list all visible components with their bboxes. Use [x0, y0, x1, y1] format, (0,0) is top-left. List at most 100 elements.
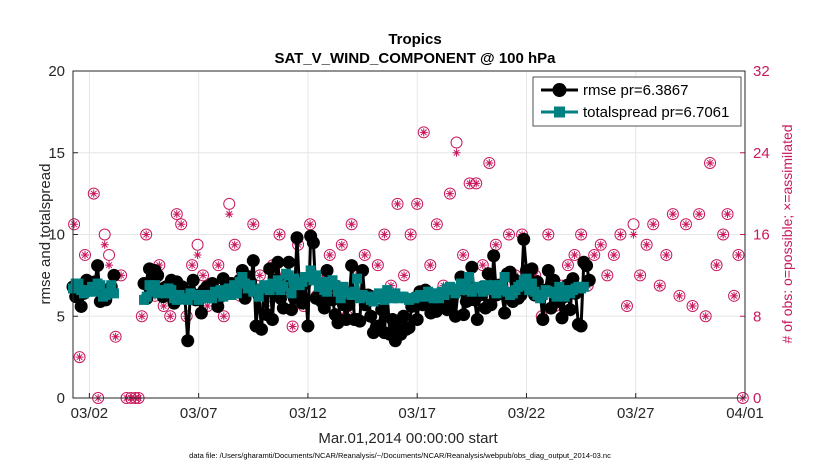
obs-possible-marker	[640, 238, 653, 251]
totalspread-point	[73, 278, 84, 289]
totalspread-point	[149, 280, 160, 291]
totalspread-point	[283, 270, 294, 281]
x-axis-label: Mar.01,2014 00:00:00 start	[318, 430, 498, 447]
obs-possible-marker	[186, 259, 199, 272]
y2-tick-label: 8	[753, 308, 761, 325]
obs-assimilated-marker	[723, 210, 732, 219]
obs-possible-marker	[647, 218, 660, 231]
obs-possible-marker	[191, 238, 204, 251]
obs-possible-marker	[170, 208, 183, 221]
totalspread-point	[488, 280, 499, 291]
y-axis-ticks: 0 5 10 15 20	[48, 63, 78, 407]
y2-axis-label: # of obs: o=possible; ×=assimilated	[779, 124, 795, 343]
obs-possible-marker	[699, 310, 712, 323]
obs-assimilated-marker	[445, 189, 454, 198]
legend-totalspread-marker	[554, 106, 565, 118]
obs-assimilated-marker	[712, 261, 721, 270]
obs-possible-marker	[679, 218, 692, 231]
rmse-point	[484, 298, 498, 312]
totalspread-point	[316, 276, 327, 287]
totalspread-point	[559, 291, 570, 302]
legend-rmse-marker	[552, 83, 567, 97]
obs-possible-marker	[614, 228, 627, 241]
obs-assimilated-marker	[275, 230, 284, 239]
obs-assimilated-marker	[668, 210, 677, 219]
rmse-point	[555, 311, 569, 325]
totalspread-point	[551, 291, 562, 302]
obs-possible-marker	[704, 156, 717, 169]
obs-possible-marker	[212, 259, 225, 272]
totalspread-point	[352, 273, 363, 284]
obs-assimilated-marker	[452, 148, 461, 157]
obs-possible-marker	[607, 248, 620, 261]
totalspread-point	[231, 288, 242, 299]
rmse-point	[282, 255, 296, 269]
totalspread-point	[305, 265, 316, 276]
obs-assimilated-marker	[219, 312, 228, 321]
obs-assimilated-marker	[688, 302, 697, 311]
obs-assimilated-marker	[577, 230, 586, 239]
totalspread-point	[264, 285, 275, 296]
obs-possible-marker	[197, 269, 210, 282]
y2-tick-label: 0	[753, 390, 761, 407]
obs-possible-marker	[470, 177, 483, 190]
x-tick-label: 03/17	[398, 405, 436, 422]
obs-possible-marker	[728, 289, 741, 302]
obs-possible-marker	[424, 259, 437, 272]
totalspread-point	[278, 281, 289, 292]
obs-possible-marker	[371, 259, 384, 272]
totalspread-point	[147, 286, 158, 297]
legend: rmse pr=6.3867 totalspread pr=6.7061	[532, 76, 742, 127]
obs-assimilated-marker	[111, 332, 120, 341]
obs-possible-marker	[398, 269, 411, 282]
x-tick-label: 03/12	[289, 405, 327, 422]
obs-possible-marker	[391, 197, 404, 210]
rmse-point	[487, 249, 501, 263]
y-tick-label: 5	[57, 308, 65, 325]
obs-possible-marker	[217, 310, 230, 323]
obs-assimilated-marker	[105, 261, 114, 270]
legend-totalspread-label: totalspread pr=6.7061	[583, 104, 729, 121]
obs-assimilated-marker	[465, 179, 474, 188]
obs-possible-marker	[103, 248, 116, 261]
rmse-point	[271, 255, 285, 269]
totalspread-point	[89, 286, 100, 297]
obs-assimilated-marker	[117, 271, 126, 280]
obs-assimilated-marker	[81, 250, 90, 259]
totalspread-point	[215, 285, 226, 296]
rmse-point	[457, 308, 471, 322]
y-tick-label: 20	[48, 63, 65, 80]
obs-possible-marker	[228, 238, 241, 251]
obs-assimilated-marker	[701, 312, 710, 321]
totalspread-point	[499, 272, 510, 283]
rmse-point	[285, 303, 299, 317]
rmse-point	[306, 236, 320, 250]
obs-assimilated-marker	[337, 240, 346, 249]
totalspread-point	[332, 286, 343, 297]
obs-possible-marker	[175, 218, 188, 231]
rmse-point	[74, 299, 88, 313]
rmse-point	[397, 309, 411, 323]
rmse-point	[181, 334, 195, 348]
totalspread-point	[229, 280, 240, 291]
obs-possible-marker	[561, 259, 574, 272]
obs-assimilated-marker	[636, 271, 645, 280]
rmse-point	[525, 262, 539, 276]
rmse-point	[246, 254, 260, 268]
obs-possible-marker	[430, 218, 443, 231]
obs-assimilated-marker	[177, 220, 186, 229]
obs-assimilated-marker	[531, 271, 540, 280]
obs-assimilated-marker	[89, 189, 98, 198]
obs-possible-marker	[601, 269, 614, 282]
data-file-footnote: data file: /Users/gharamti/Documents/NCA…	[189, 451, 611, 460]
obs-assimilated-marker	[649, 220, 658, 229]
obs-assimilated-marker	[373, 261, 382, 270]
obs-possible-marker	[247, 218, 260, 231]
obs-assimilated-marker	[730, 291, 739, 300]
obs-assimilated-marker	[459, 250, 468, 259]
obs-possible-marker	[223, 197, 236, 210]
totalspread-point	[286, 288, 297, 299]
rmse-point	[317, 301, 331, 315]
obs-assimilated-marker	[544, 230, 553, 239]
totalspread-point	[335, 293, 346, 304]
